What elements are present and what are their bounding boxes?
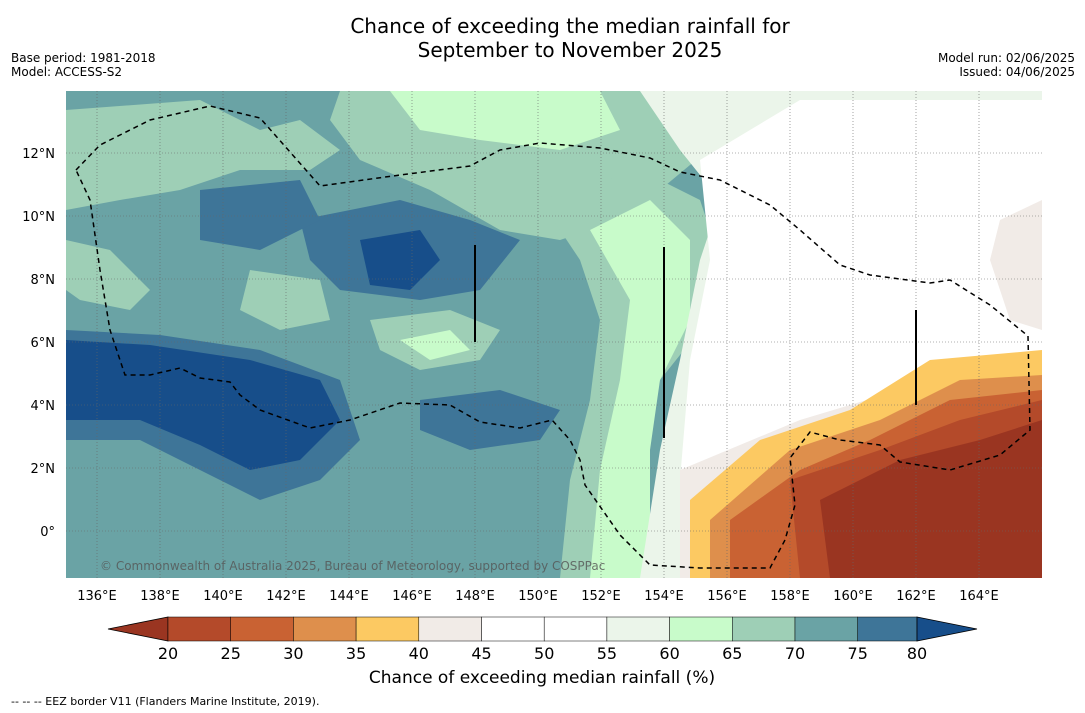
lon-label: 156°E [707,589,747,604]
colorbar-tick: 60 [659,644,680,663]
lon-label: 164°E [959,589,999,604]
colorbar-tick: 75 [847,644,868,663]
field-region-65c [400,330,470,360]
colorbar-bin [355,616,420,642]
lon-label: 136°E [77,589,117,604]
colorbar-bin [167,616,231,642]
lon-label: 148°E [455,589,495,604]
colorbar-tick: 70 [784,644,806,663]
lon-label: 154°E [644,589,684,604]
colorbar-tick: 40 [408,644,429,663]
model-run: Model run: 02/06/2025 [937,51,1075,65]
colorbar-tick: 35 [345,644,367,663]
title-line-2: September to November 2025 [417,38,723,62]
field-region-85b [360,230,440,290]
colorbar-bin [732,616,796,642]
colorbar-tick: 80 [906,644,928,663]
colorbar-bin [794,616,858,642]
field-region-45b [990,200,1042,330]
lat-label: 2°N [31,462,56,477]
meta-right: Model run: 02/06/2025 Issued: 04/06/2025 [938,51,1075,79]
colorbar-low-arrow [107,616,169,642]
field-region-70c [240,270,330,330]
lon-label: 160°E [833,589,873,604]
colorbar-high-arrow [916,616,978,642]
meta-left: Base period: 1981-2018 Model: ACCESS-S2 [11,51,156,79]
colorbar-bin [293,616,357,642]
lat-label: 8°N [31,273,56,288]
map-title: Chance of exceeding the median rainfall … [170,14,970,62]
colorbar-bin [606,616,670,642]
lon-label: 144°E [329,589,369,604]
gridlines [66,91,1042,578]
base-period: Base period: 1981-2018 [11,51,156,65]
title-line-1: Chance of exceeding the median rainfall … [350,14,790,38]
colorbar-tick: 30 [283,644,304,663]
eez-footnote: -- -- -- EEZ border V11 (Flanders Marine… [11,695,320,708]
lat-label: 4°N [31,399,56,414]
colorbar-bin [481,616,545,642]
colorbar-tick: 25 [220,644,241,663]
colorbar-bin [230,616,294,642]
lat-label: 6°N [31,336,56,351]
lon-label: 140°E [203,589,243,604]
colorbar-tick: 45 [471,644,492,663]
colorbar-bin [543,616,608,642]
lon-label: 152°E [581,589,621,604]
field-region-85a [66,340,340,470]
field-region-80c [200,180,320,250]
colorbar-bin [669,616,733,642]
solid-border-segments [474,245,917,438]
lat-labels: 12°N 10°N 8°N 6°N 4°N 2°N 0° [22,147,55,540]
colorbar-bin [857,616,918,642]
colorbar-tick: 50 [534,644,555,663]
field-region-65a [390,91,620,150]
lat-label: 0° [40,525,55,540]
watermark: © Commonwealth of Australia 2025, Bureau… [100,559,605,573]
colorbar-tick: 20 [157,644,179,663]
lon-label: 138°E [140,589,180,604]
map-field: © Commonwealth of Australia 2025, Bureau… [66,91,1042,578]
eez-border [75,105,1031,569]
field-region-70b [66,240,150,310]
issued-date: Issued: 04/06/2025 [959,65,1075,79]
lon-label: 158°E [770,589,810,604]
lon-label: 150°E [518,589,558,604]
lon-label: 142°E [266,589,306,604]
lon-label: 162°E [896,589,936,604]
lon-labels: 136°E 138°E 140°E 142°E 144°E 146°E 148°… [77,589,999,604]
lat-label: 12°N [22,147,55,162]
colorbar-label: Chance of exceeding median rainfall (%) [368,668,716,688]
lon-label: 146°E [392,589,432,604]
colorbar-tick: 55 [596,644,618,663]
colorbar [107,616,978,642]
colorbar-tick: 65 [722,644,743,663]
colorbar-bin [418,616,482,642]
model-name: Model: ACCESS-S2 [11,65,123,79]
lat-label: 10°N [22,210,55,225]
